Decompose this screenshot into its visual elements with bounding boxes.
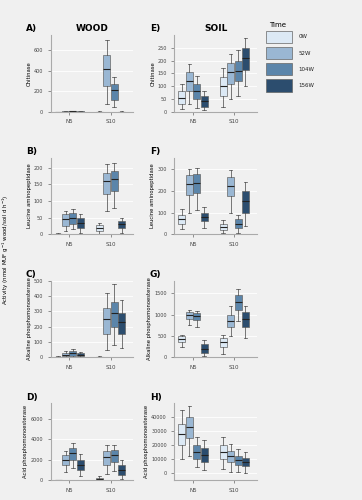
PathPatch shape [96, 356, 103, 357]
PathPatch shape [118, 464, 125, 475]
PathPatch shape [77, 218, 84, 228]
PathPatch shape [220, 224, 227, 230]
Y-axis label: Chitinase: Chitinase [150, 61, 155, 86]
Text: F): F) [150, 147, 160, 156]
PathPatch shape [201, 212, 208, 222]
Text: A): A) [26, 24, 37, 34]
PathPatch shape [193, 174, 200, 193]
Text: C): C) [26, 270, 37, 279]
PathPatch shape [118, 312, 125, 334]
PathPatch shape [235, 60, 241, 81]
PathPatch shape [178, 424, 185, 445]
PathPatch shape [242, 48, 249, 70]
PathPatch shape [220, 77, 227, 96]
PathPatch shape [220, 338, 227, 346]
FancyBboxPatch shape [266, 30, 292, 44]
PathPatch shape [186, 176, 193, 195]
PathPatch shape [201, 448, 208, 462]
PathPatch shape [186, 72, 193, 92]
Text: 52W: 52W [298, 50, 311, 56]
Text: D): D) [26, 392, 38, 402]
PathPatch shape [227, 450, 234, 462]
PathPatch shape [178, 92, 185, 104]
PathPatch shape [242, 312, 249, 328]
PathPatch shape [193, 84, 200, 99]
Text: 0W: 0W [298, 34, 307, 40]
PathPatch shape [111, 84, 118, 100]
Text: 156W: 156W [298, 83, 314, 88]
PathPatch shape [111, 171, 118, 191]
PathPatch shape [227, 178, 234, 196]
PathPatch shape [77, 460, 84, 470]
PathPatch shape [118, 221, 125, 228]
PathPatch shape [96, 225, 103, 231]
PathPatch shape [178, 336, 185, 342]
FancyBboxPatch shape [266, 79, 292, 92]
PathPatch shape [235, 456, 241, 464]
Text: 104W: 104W [298, 66, 314, 71]
PathPatch shape [111, 450, 118, 462]
Y-axis label: Leucine aminopeptidase: Leucine aminopeptidase [26, 164, 31, 228]
PathPatch shape [220, 445, 227, 459]
Y-axis label: Acid phosphomonoesterase: Acid phosphomonoesterase [24, 405, 29, 478]
PathPatch shape [103, 173, 110, 195]
PathPatch shape [193, 314, 200, 320]
PathPatch shape [193, 445, 200, 459]
PathPatch shape [227, 63, 234, 84]
Y-axis label: Acid phosphomonoesterase: Acid phosphomonoesterase [144, 405, 149, 478]
PathPatch shape [242, 190, 249, 212]
Text: E): E) [150, 24, 160, 34]
PathPatch shape [70, 213, 76, 224]
Y-axis label: Alkaline phosphomonoesterase: Alkaline phosphomonoesterase [26, 278, 31, 360]
PathPatch shape [96, 478, 103, 480]
Title: WOOD: WOOD [76, 24, 108, 33]
PathPatch shape [186, 417, 193, 438]
PathPatch shape [103, 308, 110, 334]
Y-axis label: Alkaline phosphomonoesterase: Alkaline phosphomonoesterase [147, 278, 152, 360]
PathPatch shape [178, 215, 185, 224]
Text: B): B) [26, 147, 37, 156]
PathPatch shape [103, 56, 110, 86]
Text: G): G) [150, 270, 161, 279]
PathPatch shape [70, 111, 76, 112]
Title: SOIL: SOIL [204, 24, 227, 33]
PathPatch shape [201, 344, 208, 353]
PathPatch shape [242, 458, 249, 466]
PathPatch shape [103, 452, 110, 464]
Text: Activity (nmol MUF g$^{-1}$ wood/soil d h$^{-1}$): Activity (nmol MUF g$^{-1}$ wood/soil d … [0, 194, 10, 306]
PathPatch shape [186, 312, 193, 319]
PathPatch shape [235, 219, 241, 228]
PathPatch shape [70, 448, 76, 460]
PathPatch shape [62, 214, 69, 226]
PathPatch shape [77, 354, 84, 356]
PathPatch shape [111, 302, 118, 326]
PathPatch shape [62, 456, 69, 464]
PathPatch shape [62, 354, 69, 356]
Text: Time: Time [269, 22, 286, 28]
Text: H): H) [150, 392, 161, 402]
Y-axis label: Leucine aminopeptidase: Leucine aminopeptidase [150, 164, 155, 228]
FancyBboxPatch shape [266, 47, 292, 60]
Y-axis label: Chitinase: Chitinase [26, 61, 31, 86]
PathPatch shape [227, 315, 234, 328]
PathPatch shape [235, 296, 241, 310]
FancyBboxPatch shape [266, 63, 292, 76]
PathPatch shape [70, 351, 76, 356]
PathPatch shape [201, 96, 208, 106]
